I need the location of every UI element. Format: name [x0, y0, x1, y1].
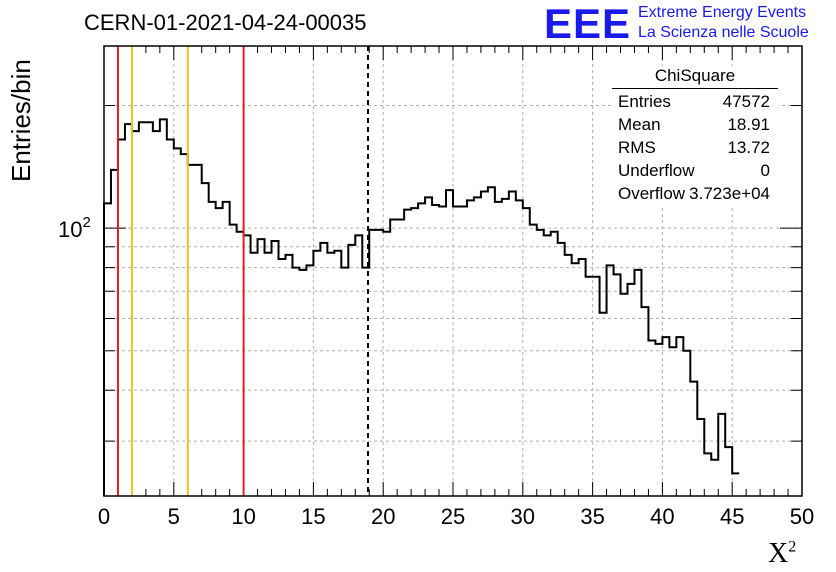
stats-value: 3.723e+04: [689, 184, 770, 203]
x-tick-label: 50: [790, 504, 814, 529]
x-tick-label: 20: [371, 504, 395, 529]
x-tick-label: 45: [720, 504, 744, 529]
logo-line-2: La Scienza nelle Scuole: [638, 24, 809, 41]
stats-row-entries: Entries 47572: [612, 90, 778, 113]
stats-key: Entries: [618, 92, 671, 111]
y-axis-label: Entries/bin: [6, 59, 36, 182]
eee-logo: EEE: [544, 0, 632, 47]
grid: [104, 46, 802, 496]
x-tick-label: 30: [511, 504, 535, 529]
histogram: [103, 118, 740, 496]
x-tick-label: 0: [98, 504, 110, 529]
stats-key: Underflow: [618, 161, 695, 180]
x-tick-label: 35: [580, 504, 604, 529]
y-tick-label-base: 10: [58, 217, 82, 242]
stats-box: ChiSquare Entries 47572 Mean 18.91 RMS 1…: [612, 66, 778, 205]
stats-value: 0: [760, 161, 770, 180]
stats-key: Overflow: [618, 184, 686, 203]
stats-key: Mean: [618, 115, 661, 134]
x-tick-label: 40: [650, 504, 674, 529]
histogram-line: [103, 118, 740, 496]
stats-key: RMS: [618, 138, 656, 157]
x-tick-label: 25: [441, 504, 465, 529]
stats-value: 13.72: [727, 138, 770, 157]
stats-row-mean: Mean 18.91: [612, 113, 778, 136]
stats-title: ChiSquare: [612, 66, 778, 89]
stats-value: 18.91: [727, 115, 770, 134]
stats-row-underflow: Underflow 0: [612, 159, 778, 182]
x-tick-label: 15: [301, 504, 325, 529]
stats-value: 47572: [722, 92, 770, 111]
x-tick-label: 5: [168, 504, 180, 529]
x-axis-label-exponent: 2: [788, 538, 797, 556]
x-axis-label: X2: [768, 538, 796, 570]
x-tick-label: 10: [231, 504, 255, 529]
run-title: CERN-01-2021-04-24-00035: [84, 10, 367, 35]
stats-row-rms: RMS 13.72: [612, 136, 778, 159]
logo-line-1: Extreme Energy Events: [638, 4, 807, 21]
y-tick-label-exponent: 2: [82, 214, 90, 231]
x-axis-label-base: X: [768, 538, 789, 569]
y-tick-label: 102: [58, 214, 91, 242]
vertical-markers: [116, 46, 369, 496]
stats-row-overflow: Overflow 3.723e+04: [612, 182, 778, 205]
plot-frame: [103, 45, 803, 497]
